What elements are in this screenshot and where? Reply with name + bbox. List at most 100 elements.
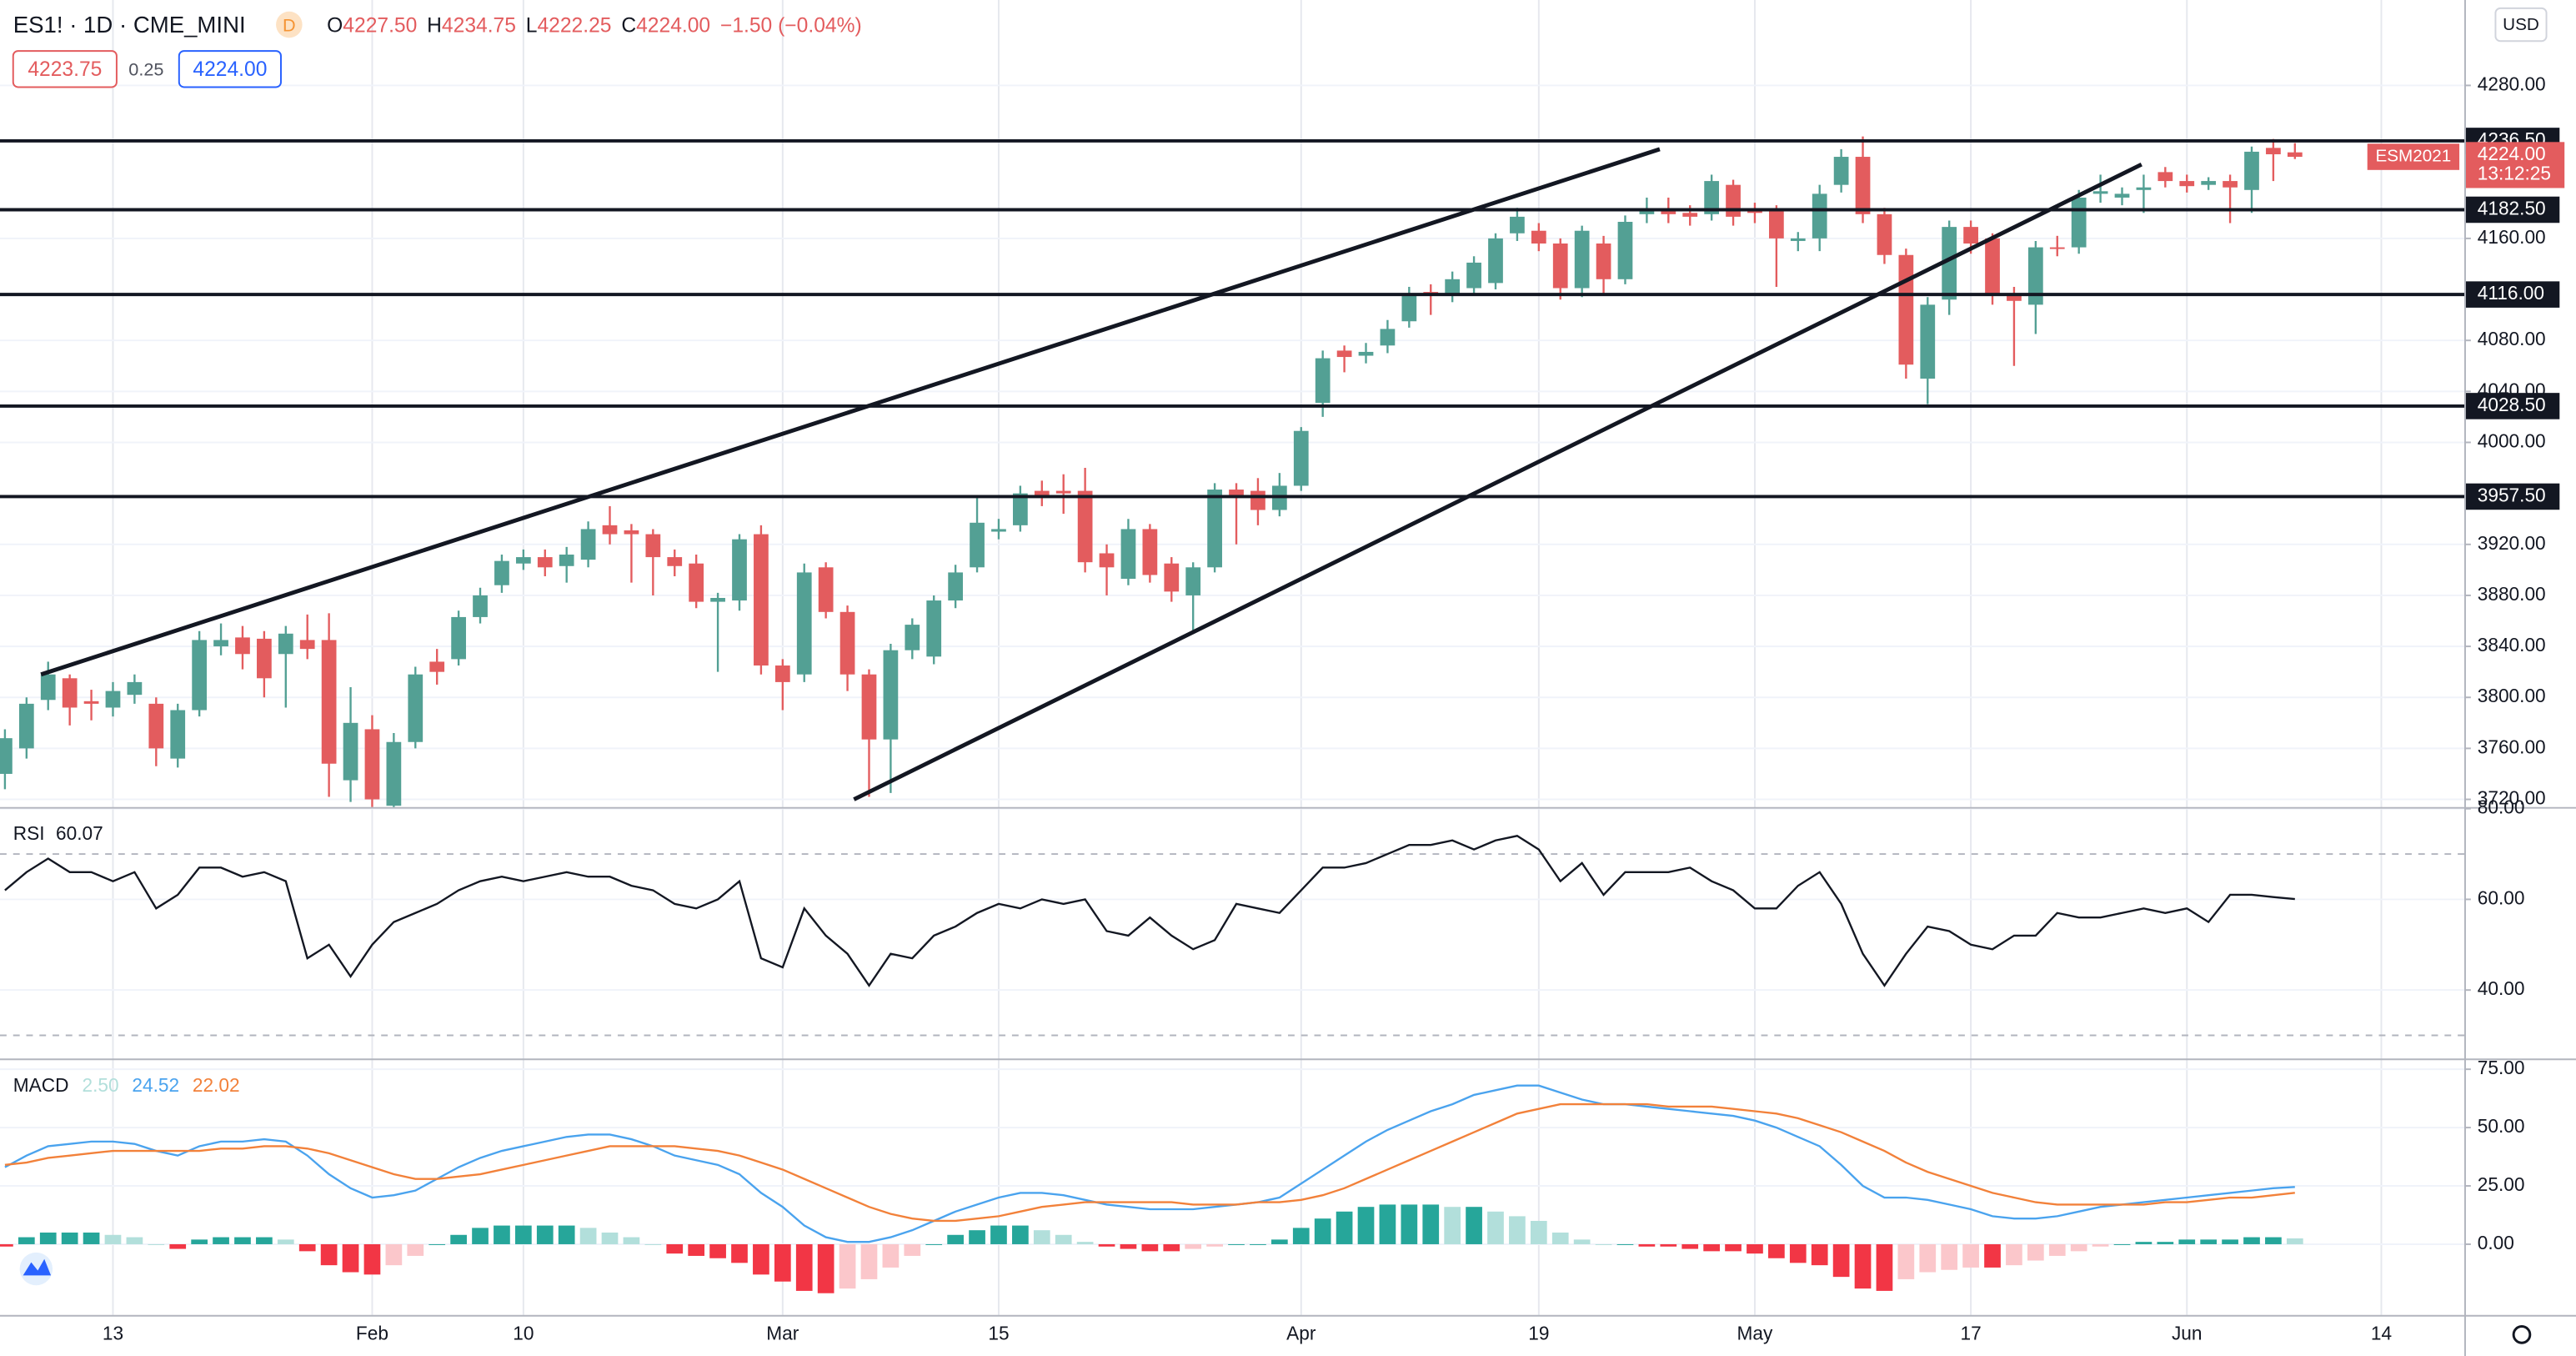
candle-body — [2244, 151, 2259, 190]
candle-body — [1013, 493, 1028, 525]
candle-body — [18, 703, 34, 749]
histogram-bar — [795, 1243, 813, 1291]
candle-body — [1099, 553, 1115, 568]
candle-body — [1466, 262, 1481, 289]
candle-body — [1077, 490, 1093, 563]
macd-value: 22.02 — [193, 1074, 240, 1096]
candle-body — [1034, 490, 1050, 496]
histogram-bar — [363, 1243, 381, 1275]
rsi-line — [4, 835, 2295, 987]
histogram-bar — [1660, 1243, 1677, 1247]
histogram-bar — [558, 1225, 575, 1244]
histogram-bar — [1638, 1243, 1656, 1247]
candle-body — [796, 572, 812, 675]
candle-body — [170, 710, 186, 759]
histogram-bar — [191, 1239, 208, 1244]
candle-body — [1920, 304, 1936, 379]
candle-body — [2158, 172, 2173, 182]
candle-body — [732, 539, 747, 601]
macd-line — [4, 1102, 2295, 1223]
candle-body — [689, 563, 704, 602]
histogram-bar — [277, 1239, 294, 1244]
candle-body — [2266, 148, 2281, 154]
candle-body — [2114, 193, 2130, 198]
histogram-bar — [666, 1243, 684, 1254]
trend-line — [40, 147, 1661, 677]
candle-body — [1639, 210, 1655, 214]
histogram-bar — [2286, 1238, 2303, 1244]
histogram-bar — [148, 1243, 165, 1245]
settings-icon[interactable] — [2512, 1325, 2532, 1344]
histogram-bar — [1270, 1239, 1288, 1244]
histogram-bar — [2092, 1243, 2109, 1247]
legend-header: ES1! · 1D · CME_MINI D O4227.50 H4234.75 L… — [12, 7, 2548, 1344]
candle-body — [602, 525, 618, 535]
histogram-bar — [2157, 1242, 2174, 1244]
histogram-bar — [1768, 1243, 1785, 1258]
histogram-bar — [494, 1225, 510, 1244]
histogram-bar — [882, 1243, 900, 1268]
histogram-bar — [234, 1237, 251, 1244]
last-price-label: 4224.00 — [2478, 143, 2546, 164]
candle-body — [2071, 197, 2087, 248]
histogram-bar — [2200, 1239, 2218, 1244]
candle-body — [1769, 210, 1784, 239]
y-tick-label: 3840.00 — [2478, 634, 2546, 655]
candle-body — [364, 729, 380, 800]
candle-body — [1401, 293, 1417, 322]
candle-body — [1942, 227, 1957, 300]
x-tick-label: 14 — [2371, 1322, 2392, 1343]
histogram-bar — [2222, 1239, 2238, 1244]
currency-button[interactable] — [2494, 7, 2548, 43]
histogram-bar — [2006, 1243, 2022, 1266]
spread: 0.25 — [128, 58, 163, 79]
histogram-bar — [1401, 1204, 1418, 1244]
y-tick-label: 0.00 — [2478, 1232, 2514, 1253]
candle-body — [1250, 490, 1265, 510]
histogram-bar — [990, 1225, 1007, 1244]
histogram-bar — [579, 1228, 597, 1244]
candle-body — [148, 703, 164, 749]
macd-title: MACD — [13, 1074, 69, 1096]
candle-body — [1510, 216, 1525, 234]
candle-body — [1380, 329, 1396, 346]
candle-body — [559, 555, 574, 566]
histogram-bar — [1725, 1243, 1742, 1252]
candle-body — [451, 616, 466, 660]
histogram-bar — [428, 1243, 446, 1245]
histogram-bar — [925, 1243, 943, 1245]
bid-price: 4223.75 — [28, 58, 102, 81]
histogram-bar — [1292, 1228, 1310, 1244]
histogram-bar — [1487, 1211, 1504, 1244]
candle-body — [473, 595, 488, 617]
candle-body — [754, 534, 769, 666]
ohlc-values: O4227.50 H4234.75 L4222.25 C4224.00 −1.50 (−… — [327, 14, 862, 37]
candle-body — [299, 640, 315, 650]
x-tick-label: May — [1737, 1322, 1773, 1343]
rsi-value: 60.07 — [56, 822, 103, 844]
candle-body — [839, 611, 855, 675]
candle-body — [1682, 213, 1698, 217]
x-tick-label: 17 — [1961, 1322, 1982, 1343]
histogram-bar — [1336, 1211, 1353, 1244]
histogram-bar — [644, 1243, 662, 1245]
y-tick-label: 75.00 — [2478, 1057, 2525, 1078]
histogram-bar — [2113, 1243, 2131, 1245]
candle-body — [818, 567, 834, 612]
candle-body — [1726, 184, 1741, 217]
macd-value: 24.52 — [132, 1074, 179, 1096]
histogram-bar — [1551, 1232, 1569, 1244]
badge-circle — [276, 11, 303, 38]
histogram-bar — [1595, 1243, 1612, 1245]
currency-label[interactable]: USD — [2503, 15, 2539, 34]
candle-body — [2287, 152, 2303, 158]
contract-tag — [2367, 143, 2460, 170]
histogram-bar — [1012, 1225, 1029, 1244]
histogram-bar — [1747, 1243, 1763, 1254]
histogram-bar — [731, 1243, 748, 1263]
candle-body — [105, 691, 121, 708]
histogram-bar — [2265, 1237, 2282, 1244]
level-tag — [2465, 483, 2560, 510]
histogram-bar — [385, 1243, 403, 1266]
